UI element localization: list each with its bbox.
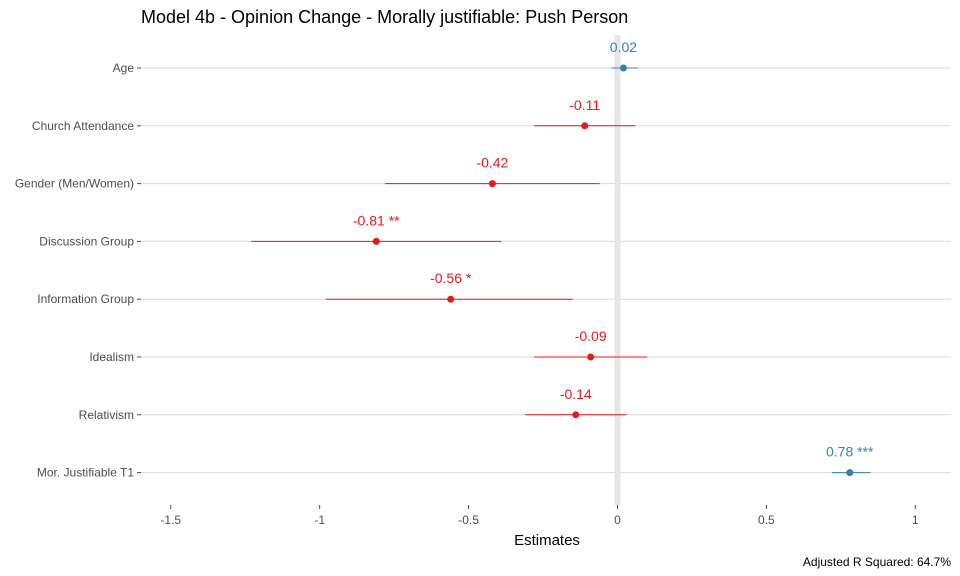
estimate-label: -0.81 **	[353, 212, 400, 228]
y-axis-ticks: Age Church Attendance Gender (Men/Women) Di…	[15, 61, 141, 480]
estimate-label: -0.42	[476, 155, 508, 171]
x-tick-label: -1.5	[160, 513, 181, 527]
estimate-label: -0.11	[569, 97, 600, 113]
x-tick-label: 1	[912, 513, 919, 527]
y-tick-label: Idealism	[89, 350, 134, 364]
estimate-marks: 0.02 -0.11 -0.42 -0.81 ** -0.56 * -0.09 -0.14 0…	[251, 39, 874, 477]
estimate-point-3	[372, 237, 380, 245]
estimate-point-2	[488, 180, 496, 188]
estimate-point-7	[846, 469, 854, 477]
estimate-label: -0.09	[575, 328, 607, 344]
x-tick-label: 0	[614, 513, 621, 527]
estimate-point-5	[587, 353, 595, 361]
estimate-label: -0.56 *	[430, 270, 472, 286]
y-tick-label: Relativism	[79, 408, 134, 422]
y-tick-label: Church Attendance	[32, 119, 134, 133]
chart-title: Model 4b - Opinion Change - Morally just…	[141, 7, 628, 27]
estimate-point-4	[447, 295, 455, 303]
x-tick-label: -1	[314, 513, 325, 527]
x-tick-label: -0.5	[458, 513, 479, 527]
y-tick-label: Information Group	[37, 292, 134, 306]
y-tick-label: Age	[113, 61, 135, 75]
x-tick-label: 0.5	[758, 513, 775, 527]
x-axis-title: Estimates	[514, 532, 580, 549]
grid-layer	[141, 67, 951, 474]
y-tick-label: Mor. Justifiable T1	[37, 466, 134, 480]
estimate-point-6	[572, 411, 580, 419]
estimate-point-0	[619, 64, 627, 72]
y-tick-label: Discussion Group	[39, 234, 134, 248]
y-tick-label: Gender (Men/Women)	[15, 177, 134, 191]
estimate-label: 0.02	[610, 39, 637, 55]
estimate-label: -0.14	[560, 386, 592, 402]
estimate-point-1	[581, 122, 589, 130]
model-caption: Adjusted R Squared: 64.7%	[803, 555, 951, 569]
x-axis-ticks: -1.5 -1 -0.5 0 0.5 1	[160, 505, 919, 527]
estimate-label: 0.78 ***	[826, 444, 874, 460]
